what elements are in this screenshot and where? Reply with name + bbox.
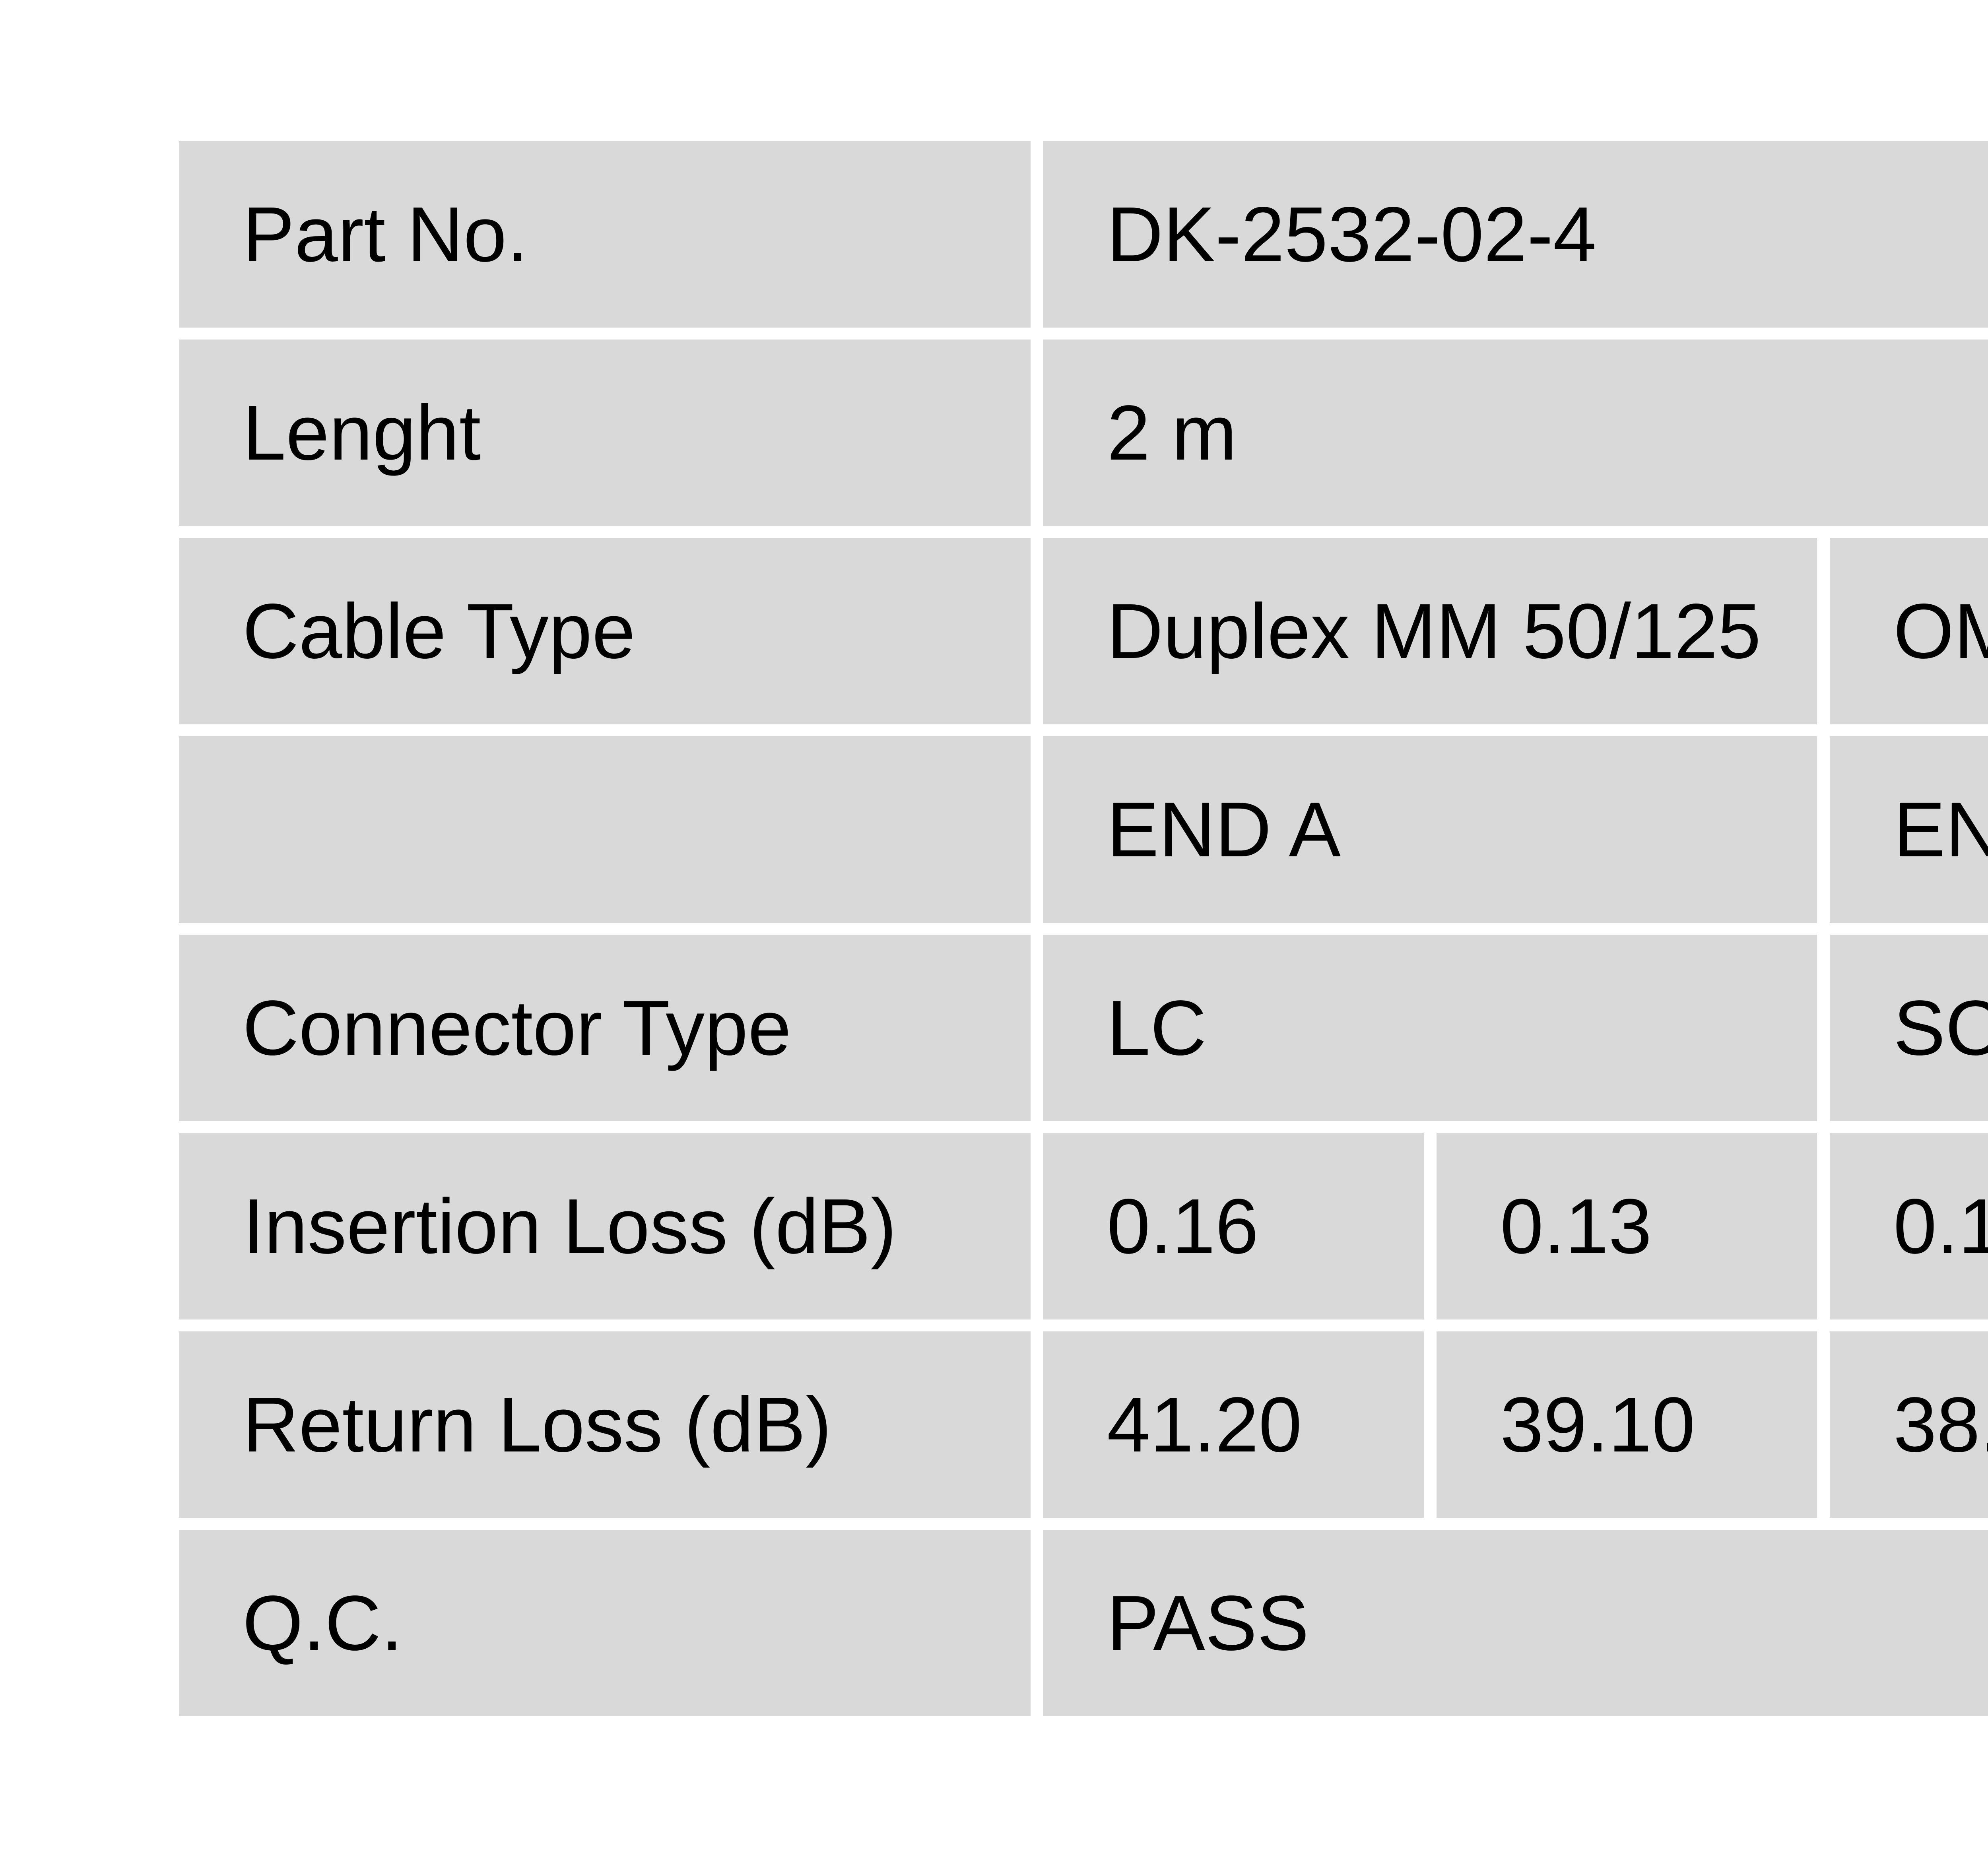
cable-type-label: Cable Type [179,538,1031,724]
connector-type-end-b: SC [1830,935,1988,1121]
qc-label: Q.C. [179,1530,1031,1716]
length-value: 2 m [1043,340,1988,526]
insertion-loss-label: Insertion Loss (dB) [179,1133,1031,1319]
return-loss-end-b-fiber-1: 38.20 [1830,1331,1988,1518]
end-b-header: END B [1830,736,1988,923]
connector-type-end-a: LC [1043,935,1817,1121]
return-loss-end-a-fiber-1: 41.20 [1043,1331,1424,1518]
cable-type-value-primary: Duplex MM 50/125 [1043,538,1817,724]
end-a-header: END A [1043,736,1817,923]
return-loss-end-a-fiber-2: 39.10 [1437,1331,1817,1518]
qc-result-value: PASS [1043,1530,1988,1716]
part-no-value: DK-2532-02-4 [1043,141,1988,328]
cable-type-value-secondary: OM4 LSZH [1830,538,1988,724]
return-loss-label: Return Loss (dB) [179,1331,1031,1518]
part-no-label: Part No. [179,141,1031,328]
length-label: Lenght [179,340,1031,526]
connector-type-label: Connector Type [179,935,1031,1121]
qc-spec-table: Part No. DK-2532-02-4 Lenght 2 m Cable T… [179,141,1988,1716]
insertion-loss-end-a-fiber-1: 0.16 [1043,1133,1424,1319]
insertion-loss-end-a-fiber-2: 0.13 [1437,1133,1817,1319]
end-header-spacer [179,736,1031,923]
insertion-loss-end-b-fiber-1: 0.15 [1830,1133,1988,1319]
